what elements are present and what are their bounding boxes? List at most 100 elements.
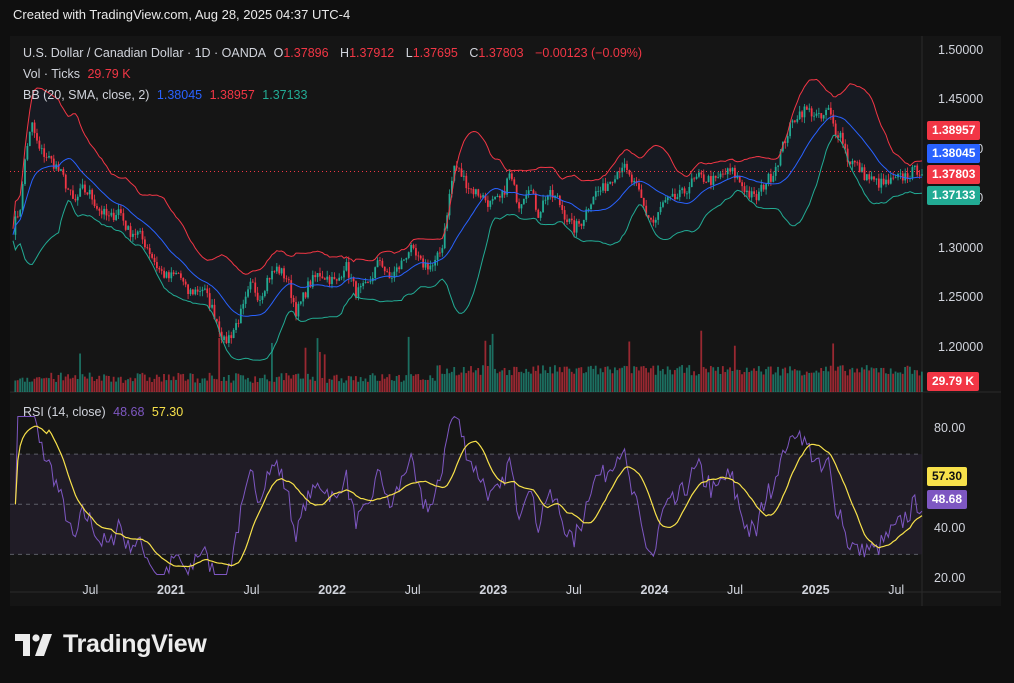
volume-bar: [184, 380, 187, 392]
volume-bar: [801, 375, 803, 392]
volume-bar: [654, 374, 657, 392]
candle-body: [853, 160, 856, 163]
close-value: 1.37803: [478, 46, 524, 60]
price-tick-label: 1.25000: [938, 290, 984, 305]
candle-body: [91, 189, 94, 200]
candle-body: [199, 291, 201, 292]
symbol-title[interactable]: U.S. Dollar / Canadian Dollar · 1D · OAN…: [23, 46, 267, 60]
candle-body: [666, 197, 669, 201]
candle-body: [364, 282, 367, 284]
candle-body: [765, 184, 768, 190]
volume-bar: [829, 365, 832, 392]
volume-bar: [906, 365, 909, 392]
candle-body: [741, 182, 744, 187]
price-tick-label: 1.20000: [938, 339, 984, 354]
volume-bar: [652, 365, 655, 392]
bb-legend[interactable]: BB (20, SMA, close, 2) 1.38045 1.38957 1…: [23, 88, 311, 102]
volume-bar: [237, 373, 240, 392]
volume-bar: [611, 373, 614, 392]
candle-body: [170, 272, 173, 279]
candle-body: [633, 180, 636, 183]
volume-bar: [261, 378, 264, 392]
volume-legend[interactable]: Vol · Ticks 29.79 K: [23, 67, 135, 81]
volume-bar: [861, 367, 863, 392]
candle-body: [784, 141, 787, 143]
candle-body: [904, 173, 907, 181]
candle-body: [777, 165, 779, 167]
candle-body: [791, 120, 794, 123]
candle-body: [24, 159, 26, 185]
volume-bar: [136, 373, 139, 392]
volume-bar: [882, 367, 885, 392]
volume-bar: [40, 378, 43, 392]
volume-bar: [179, 374, 182, 392]
rsi-ma-line: [14, 425, 923, 568]
candle-body: [427, 262, 429, 270]
tradingview-logo[interactable]: TradingView: [15, 630, 207, 659]
candle-body: [518, 202, 520, 209]
volume-bar: [172, 376, 175, 392]
candle-body: [494, 196, 496, 200]
candle-body: [875, 178, 878, 180]
candle-body: [175, 273, 177, 275]
candle-body: [26, 146, 29, 160]
chart-frame[interactable]: U.S. Dollar / Canadian Dollar · 1D · OAN…: [10, 36, 1001, 606]
volume-bar: [561, 372, 564, 392]
volume-bar: [388, 374, 391, 392]
candle-body: [678, 190, 681, 198]
volume-bar: [534, 370, 537, 392]
candle-body: [84, 184, 86, 193]
symbol-legend[interactable]: U.S. Dollar / Canadian Dollar · 1D · OAN…: [23, 46, 646, 60]
candle-body: [808, 108, 811, 110]
volume-bar: [781, 368, 784, 392]
candle-body: [486, 200, 489, 207]
candle-body: [379, 260, 381, 262]
candle-body: [98, 208, 101, 211]
candle-body: [654, 219, 657, 223]
candle-body: [40, 148, 43, 150]
volume-bar: [446, 368, 448, 392]
rsi-legend[interactable]: RSI (14, close) 48.68 57.30: [23, 405, 187, 419]
candle-body: [758, 191, 760, 201]
candle-body: [105, 208, 108, 216]
volume-bar: [889, 368, 892, 392]
candle-body: [851, 160, 854, 165]
volume-bar: [383, 378, 386, 392]
candle-body: [215, 319, 218, 322]
candle-body: [829, 107, 832, 115]
candle-body: [115, 215, 118, 221]
candle-body: [235, 323, 237, 330]
candle-body: [801, 111, 803, 118]
volume-bar: [554, 365, 556, 392]
candle-body: [803, 106, 806, 118]
volume-bar: [407, 336, 410, 392]
volume-bar: [690, 375, 693, 392]
volume-bar: [503, 367, 506, 392]
candle-body: [750, 191, 753, 198]
candle-body: [333, 276, 336, 280]
volume-bar: [268, 381, 271, 392]
candle-body: [338, 277, 341, 281]
volume-bar: [760, 371, 763, 392]
candle-body: [304, 292, 307, 298]
candle-body: [614, 179, 616, 183]
volume-bar: [295, 374, 297, 392]
volume-bar: [635, 366, 638, 392]
candle-body: [189, 289, 192, 295]
volume-bar: [757, 366, 760, 392]
volume-bar: [124, 380, 127, 392]
volume-bar: [366, 381, 369, 392]
volume-bar: [671, 374, 674, 392]
candle-body: [832, 114, 835, 124]
price-chart-svg[interactable]: [10, 36, 1001, 606]
candle-body: [31, 122, 34, 132]
volume-bar: [873, 368, 875, 392]
volume-bar: [148, 377, 151, 392]
volume-bar: [666, 366, 669, 392]
candle-body: [767, 173, 770, 185]
candle-body: [311, 275, 314, 288]
volume-bar: [405, 375, 408, 392]
volume-price-tag: 29.79 K: [927, 372, 980, 391]
volume-bar: [242, 375, 245, 392]
volume-bar: [441, 373, 444, 392]
